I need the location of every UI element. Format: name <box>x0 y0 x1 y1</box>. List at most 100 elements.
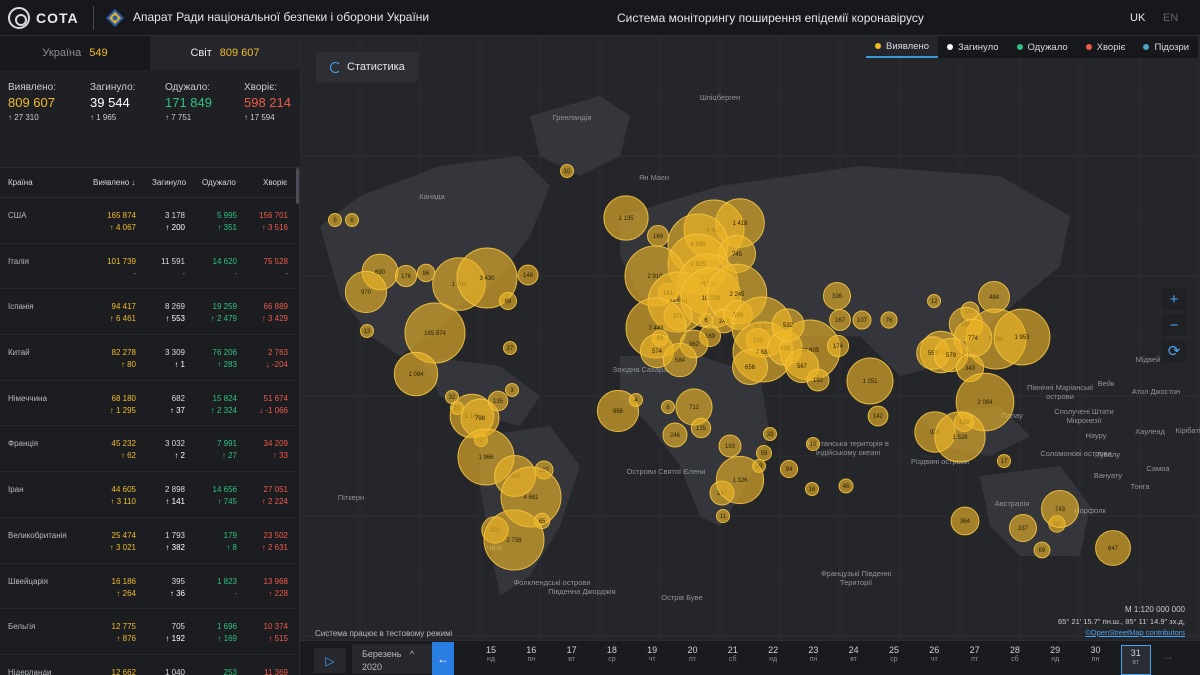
case-bubble-label: 4 681 <box>523 495 539 501</box>
case-bubble-label: 3 430 <box>479 276 495 282</box>
total-label: Хворіє: <box>244 82 278 93</box>
pie-chart-icon <box>330 61 341 73</box>
day-31[interactable]: 31 вт <box>1120 645 1151 675</box>
legend-item[interactable]: Хворіє <box>1077 36 1135 58</box>
case-bubble <box>846 357 894 405</box>
zoom-out-button[interactable]: − <box>1162 314 1186 336</box>
play-button[interactable]: ▷ <box>314 648 346 673</box>
next-day-button[interactable]: → <box>1162 649 1174 663</box>
lang-en-button[interactable]: EN <box>1163 12 1179 24</box>
recovered-delta: ↑ 27 <box>221 451 237 461</box>
reset-view-button[interactable]: ⟳ <box>1162 340 1186 362</box>
case-bubble-label: 798 <box>475 416 486 422</box>
table-row[interactable]: Бельгія 12 775 ↑ 876 705 ↑ 192 1 696 ↑ 169 10 3… <box>0 609 296 655</box>
tab-ukraine[interactable]: Україна 549 <box>0 36 150 70</box>
case-bubble-label: 743 <box>1055 507 1066 513</box>
day-18[interactable]: 18 ср <box>597 645 627 663</box>
statistics-button[interactable]: Статистика <box>316 52 418 82</box>
table-scrollbar[interactable] <box>296 168 299 204</box>
header-divider <box>93 6 94 30</box>
case-bubble-label: 11 <box>720 514 727 520</box>
case-bubble-label: 17 <box>1001 459 1008 465</box>
col-deaths[interactable]: Загинуло <box>152 178 187 187</box>
day-29[interactable]: 29 нд <box>1040 645 1070 663</box>
case-bubble <box>867 405 889 427</box>
sick-delta: - <box>285 268 288 278</box>
table-row[interactable]: Іспанія 94 417 ↑ 6 461 8 269 ↑ 553 19 259 ↑ 2 … <box>0 289 296 336</box>
case-bubble <box>779 459 799 479</box>
country-name: США <box>8 211 27 220</box>
tab-world[interactable]: Світ 809 607 <box>150 36 300 70</box>
table-row[interactable]: Швейцарія 16 186 ↑ 264 395 ↑ 36 1 823 - 13 968 ↑… <box>0 564 296 610</box>
col-country[interactable]: Країна <box>8 178 33 187</box>
case-bubble-label: 337 <box>1018 526 1029 532</box>
case-bubble-label: 193 <box>725 444 736 450</box>
map-label: Французькі Південні Території <box>821 569 891 587</box>
recovered-value: 1 823 <box>216 576 237 586</box>
map-label-line: Хауленд <box>1135 427 1165 436</box>
legend-item[interactable]: Загинуло <box>938 36 1008 58</box>
month-selector[interactable]: Березень 2020 ^ <box>352 644 432 674</box>
day-28[interactable]: 28 сб <box>1000 645 1030 663</box>
detected-value: 101 739 <box>107 256 136 266</box>
country-name: Франція <box>8 439 39 449</box>
lang-uk-button[interactable]: UK <box>1130 12 1146 24</box>
case-bubble <box>690 417 712 439</box>
map-label: Ян Маєн <box>639 173 669 182</box>
table-row[interactable]: Німеччина 68 180 ↑ 1 295 682 ↑ 37 15 824 ↑ 2 3… <box>0 381 296 427</box>
day-22[interactable]: 22 нд <box>758 645 788 663</box>
day-20[interactable]: 20 пт <box>678 645 708 663</box>
legend-item[interactable]: Виявлено <box>866 36 938 58</box>
map-label-line: Вануату <box>1094 471 1123 480</box>
table-row[interactable]: США 165 874 ↑ 4 067 3 178 ↑ 200 5 995 ↑ 351 156… <box>0 198 296 244</box>
prev-day-button[interactable]: ← <box>432 642 454 675</box>
case-bubble-label: 2 738 <box>506 538 522 544</box>
day-27[interactable]: 27 пт <box>960 645 990 663</box>
day-26[interactable]: 26 чт <box>919 645 949 663</box>
day-16[interactable]: 16 пн <box>516 645 546 663</box>
deaths-delta: ↑ 2 <box>174 451 185 461</box>
day-number: 25 <box>888 645 899 655</box>
day-number: 21 <box>727 645 738 655</box>
day-number: 31 <box>1130 648 1141 658</box>
map-label-line: Острів Буве <box>661 593 703 602</box>
table-row[interactable]: Великобританія 25 474 ↑ 3 021 1 793 ↑ 382 179… <box>0 518 296 564</box>
sick-delta: ↑ 3 516 <box>261 223 288 232</box>
day-30[interactable]: 30 пн <box>1081 645 1111 663</box>
zoom-in-button[interactable]: + <box>1162 288 1186 310</box>
world-map[interactable]: Гренландія Шпіцберген Ян Маєн Канада Західна… <box>300 36 1200 640</box>
recovered-value: 14 656 <box>212 485 237 495</box>
day-23[interactable]: 23 пн <box>798 645 828 663</box>
col-detected[interactable]: Виявлено ↓ <box>93 178 136 187</box>
day-17[interactable]: 17 вт <box>557 645 587 663</box>
map-label-line: Самоа <box>1146 464 1170 473</box>
sick-delta: ↓ -204 <box>265 360 288 370</box>
total-value: 809 607 <box>8 95 55 110</box>
day-15[interactable]: 15 нд <box>476 645 506 663</box>
case-bubble <box>499 292 517 310</box>
day-21[interactable]: 21 сб <box>718 645 748 663</box>
table-row[interactable]: Китай 82 278 ↑ 80 3 309 ↑ 1 76 206 ↑ 283 2 763 ↓… <box>0 335 296 381</box>
legend-label: Виявлено <box>886 40 929 52</box>
map-canvas[interactable]: Гренландія Шпіцберген Ян Маєн Канада Західна… <box>300 36 1200 640</box>
col-recovered[interactable]: Одужало <box>202 178 236 187</box>
legend-item[interactable]: Підозри <box>1134 36 1198 58</box>
case-bubble <box>763 427 777 441</box>
legend-item[interactable]: Одужало <box>1008 36 1077 58</box>
detected-delta: ↑ 3 110 <box>110 497 136 507</box>
col-sick[interactable]: Хворіє <box>263 178 288 187</box>
case-bubble-label: 65 <box>539 519 546 525</box>
table-row[interactable]: Іран 44 605 ↑ 3 110 2 898 ↑ 141 14 656 ↑ 745 27… <box>0 472 296 518</box>
table-row[interactable]: Франція 45 232 ↑ 62 3 032 ↑ 2 7 991 ↑ 27 34 209… <box>0 426 296 473</box>
day-24[interactable]: 24 вт <box>839 645 869 663</box>
day-19[interactable]: 19 чт <box>637 645 667 663</box>
osm-attribution-link[interactable]: ©OpenStreetMap contributors <box>1085 628 1185 637</box>
recovered-delta: ↑ 2 479 <box>210 314 237 324</box>
case-bubble-label: 1 326 <box>732 478 748 484</box>
table-row[interactable]: Італія 101 739 - 11 591 - 14 620 - 75 528 - <box>0 244 296 290</box>
cota-logo[interactable]: COTA <box>8 7 79 29</box>
day-25[interactable]: 25 ср <box>879 645 909 663</box>
case-bubble-label: 343 <box>965 366 976 372</box>
